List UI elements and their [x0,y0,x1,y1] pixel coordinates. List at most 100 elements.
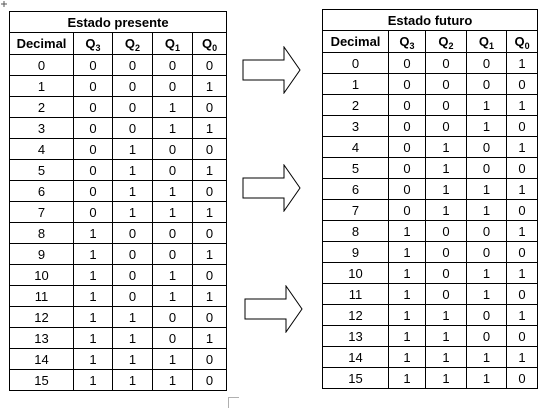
bit-cell: 1 [388,325,426,347]
bit-cell: 0 [191,96,228,118]
bit-cell: 0 [73,75,113,97]
decimal-cell: 5 [322,157,389,179]
bit-cell: 0 [191,54,228,76]
bit-cell: 0 [191,264,228,286]
table-move-handle-icon[interactable] [1,1,7,7]
header-subscript: 1 [489,41,495,51]
bit-cell: 0 [73,117,113,139]
bit-cell: 1 [191,285,228,307]
decimal-cell: 1 [322,73,389,95]
header-subscript: 1 [175,43,181,53]
header-subscript: 3 [95,43,101,53]
bit-cell: 1 [388,304,426,326]
present-header-q1: Q1 [152,32,193,55]
bit-cell: 0 [425,73,467,95]
bit-cell: 1 [505,136,539,158]
bit-cell: 1 [466,367,507,389]
bit-cell: 1 [505,52,539,74]
bit-cell: 1 [73,348,113,370]
bit-cell: 0 [466,241,507,263]
header-label: Q [164,36,176,51]
table-row: 13 1 1 0 1 [9,327,228,349]
bit-cell: 0 [112,117,153,139]
header-label: Q [399,34,410,49]
header-subscript: 2 [448,41,454,51]
bit-cell: 1 [73,306,113,328]
table-row: 11 1 0 1 0 [322,283,539,305]
header-subscript: 2 [135,43,141,53]
decimal-cell: 3 [322,115,389,137]
bit-cell: 1 [112,159,153,181]
present-header-q3: Q3 [73,32,113,55]
bit-cell: 1 [191,243,228,265]
decimal-cell: 0 [9,54,74,76]
bit-cell: 0 [112,243,153,265]
table-resize-handle[interactable] [228,397,239,408]
decimal-cell: 11 [9,285,74,307]
decimal-cell: 11 [322,283,389,305]
bit-cell: 1 [388,220,426,242]
bit-cell: 0 [191,222,228,244]
bit-cell: 0 [425,52,467,74]
bit-cell: 0 [152,75,193,97]
bit-cell: 1 [191,117,228,139]
bit-cell: 1 [425,367,467,389]
bit-cell: 1 [73,222,113,244]
decimal-cell: 4 [9,138,74,160]
bit-cell: 0 [112,285,153,307]
bit-cell: 0 [191,348,228,370]
bit-cell: 1 [425,136,467,158]
bit-cell: 1 [112,138,153,160]
bit-cell: 1 [466,94,507,116]
bit-cell: 1 [152,180,193,202]
bit-cell: 1 [425,178,467,200]
decimal-cell: 0 [322,52,389,74]
table-row: 12 1 1 0 0 [9,306,228,328]
decimal-cell: 2 [9,96,74,118]
bit-cell: 0 [466,73,507,95]
bit-cell: 0 [466,304,507,326]
decimal-cell: 15 [9,369,74,391]
bit-cell: 1 [388,367,426,389]
future-header-q2: Q2 [425,30,467,53]
table-row: 12 1 1 0 1 [322,304,539,326]
bit-cell: 1 [388,241,426,263]
table-row: 14 1 1 1 0 [9,348,228,370]
header-label: Decimal [330,34,381,49]
bit-cell: 1 [112,306,153,328]
bit-cell: 0 [388,136,426,158]
bit-cell: 0 [191,306,228,328]
bit-cell: 0 [152,306,193,328]
bit-cell: 0 [152,138,193,160]
bit-cell: 0 [112,96,153,118]
decimal-cell: 2 [322,94,389,116]
bit-cell: 1 [112,180,153,202]
bit-cell: 0 [191,369,228,391]
table-row: 10 1 0 1 0 [9,264,228,286]
table-row: 11 1 0 1 1 [9,285,228,307]
bit-cell: 0 [466,136,507,158]
decimal-cell: 9 [322,241,389,263]
bit-cell: 1 [388,283,426,305]
bit-cell: 0 [466,157,507,179]
bit-cell: 0 [152,327,193,349]
bit-cell: 0 [505,325,539,347]
bit-cell: 1 [466,115,507,137]
bit-cell: 0 [73,54,113,76]
bit-cell: 1 [152,117,193,139]
bit-cell: 0 [425,241,467,263]
bit-cell: 0 [505,367,539,389]
bit-cell: 1 [191,327,228,349]
bit-cell: 0 [425,94,467,116]
bit-cell: 0 [505,241,539,263]
decimal-cell: 7 [322,199,389,221]
bit-cell: 1 [152,369,193,391]
